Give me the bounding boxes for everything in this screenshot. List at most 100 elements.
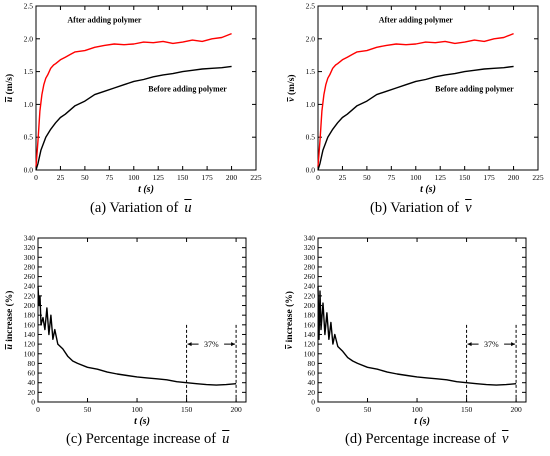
x-tick-label: 0 (36, 405, 40, 414)
x-tick-label: 225 (250, 173, 262, 182)
x-tick-label: 150 (177, 173, 189, 182)
y-tick-label: 320 (24, 243, 36, 252)
y-tick-label: 80 (308, 359, 316, 368)
y-tick-label: 1.0 (24, 100, 34, 109)
x-tick-label: 100 (128, 173, 140, 182)
y-tick-label: 160 (304, 320, 316, 329)
y-axis-label: v (m/s) (286, 74, 297, 101)
y-tick-label: 240 (24, 282, 36, 291)
x-tick-label: 200 (510, 405, 522, 414)
plot-frame (317, 5, 539, 171)
x-tick-label: 125 (153, 173, 165, 182)
y-axis-label-rest: (m/s) (4, 74, 15, 97)
annotation-label-2: Before adding polymer (148, 84, 227, 93)
y-axis-label-symbol: v (285, 344, 295, 349)
x-tick-label: 125 (435, 173, 447, 182)
y-tick-label: 100 (24, 349, 36, 358)
x-tick-label: 50 (363, 173, 371, 182)
y-tick-label: 0.5 (306, 133, 316, 142)
y-tick-label: 40 (308, 378, 316, 387)
x-tick-label: 100 (131, 405, 143, 414)
y-tick-label: 180 (304, 311, 316, 320)
bracket-arrowhead-right (511, 342, 516, 347)
caption-b: (b) Variation of v (370, 200, 472, 216)
plot-frame (35, 5, 257, 171)
y-tick-label: 120 (24, 340, 36, 349)
y-axis-label: v increase (%) (284, 291, 295, 349)
y-tick-label: 60 (308, 369, 316, 378)
y-axis-label-rest: increase (%) (4, 291, 15, 345)
chart-panel-b: 0 25 50 75 100 125 150 175 200 225 0.0 0.5 1.0 1.5 2.0… (286, 2, 544, 196)
bracket-label: 37% (484, 340, 499, 349)
x-tick-label: 0 (316, 173, 320, 182)
y-tick-label: 1.0 (306, 100, 316, 109)
x-tick-label: 50 (81, 173, 89, 182)
x-tick-label: 50 (84, 405, 92, 414)
y-axis-label-rest: (m/s) (286, 74, 297, 97)
series-line-1 (35, 32, 232, 167)
y-tick-label: 260 (304, 272, 316, 281)
y-tick-label: 340 (304, 234, 316, 243)
x-tick-label: 100 (410, 173, 422, 182)
y-tick-label: 300 (304, 253, 316, 262)
bracket-label: 37% (204, 340, 219, 349)
caption-c: (c) Percentage increase of u (66, 431, 230, 447)
y-tick-label: 300 (24, 253, 36, 262)
annotation-label-1: After adding polymer (67, 15, 142, 24)
y-tick-label: 0.0 (24, 166, 34, 175)
plot-frame (37, 237, 247, 403)
series-line-1 (317, 32, 514, 167)
y-tick-label: 280 (24, 262, 36, 271)
y-tick-label: 180 (24, 311, 36, 320)
x-tick-label: 75 (388, 173, 396, 182)
y-tick-label: 220 (24, 291, 36, 300)
y-tick-label: 60 (28, 369, 36, 378)
y-tick-label: 2.5 (306, 2, 316, 11)
y-axis-label-rest: increase (%) (284, 291, 295, 345)
series-line-1 (317, 286, 517, 386)
bracket-arrowhead-left (187, 342, 192, 347)
x-tick-label: 75 (106, 173, 114, 182)
x-axis-label: t (s) (420, 184, 436, 195)
x-axis-label: t (s) (134, 416, 150, 427)
y-tick-label: 200 (304, 301, 316, 310)
x-axis-label: t (s) (138, 184, 154, 195)
annotation-label-2: Before adding polymer (435, 84, 514, 93)
y-tick-label: 0 (31, 398, 35, 407)
y-tick-label: 40 (28, 378, 36, 387)
y-axis-label: u increase (%) (4, 291, 15, 350)
y-tick-label: 2.0 (24, 34, 34, 43)
y-tick-label: 120 (304, 340, 316, 349)
y-tick-label: 20 (28, 388, 36, 397)
chart-panel-a: 0 25 50 75 100 125 150 175 200 225 0.0 0.5 1.0 1.5 2.0… (4, 2, 262, 196)
chart-panel-c: 0 50 100 150 2000204060801001201401601802002… (4, 234, 247, 427)
y-tick-label: 340 (24, 234, 36, 243)
y-tick-label: 20 (308, 388, 316, 397)
x-tick-label: 50 (364, 405, 372, 414)
bracket-arrowhead-left (467, 342, 472, 347)
x-tick-label: 0 (316, 405, 320, 414)
y-tick-label: 240 (304, 282, 316, 291)
series-line-2 (317, 65, 514, 171)
annotation-label-1: After adding polymer (379, 15, 454, 24)
y-tick-label: 1.5 (24, 67, 34, 76)
y-tick-label: 220 (304, 291, 316, 300)
x-tick-label: 225 (532, 173, 544, 182)
chart-panel-d: 0 50 100 150 2000204060801001201401601802002… (284, 234, 527, 427)
x-tick-label: 200 (230, 405, 242, 414)
x-tick-label: 25 (339, 173, 347, 182)
bracket-arrowhead-right (231, 342, 236, 347)
y-tick-label: 160 (24, 320, 36, 329)
x-axis-label: t (s) (414, 416, 430, 427)
y-tick-label: 280 (304, 262, 316, 271)
y-axis-label-symbol: u (5, 97, 15, 102)
y-tick-label: 80 (28, 359, 36, 368)
y-tick-label: 140 (24, 330, 36, 339)
y-tick-label: 2.5 (24, 2, 34, 11)
y-tick-label: 320 (304, 243, 316, 252)
series-line-1 (37, 286, 237, 386)
x-tick-label: 150 (459, 173, 471, 182)
x-tick-label: 150 (181, 405, 193, 414)
y-tick-label: 200 (24, 301, 36, 310)
